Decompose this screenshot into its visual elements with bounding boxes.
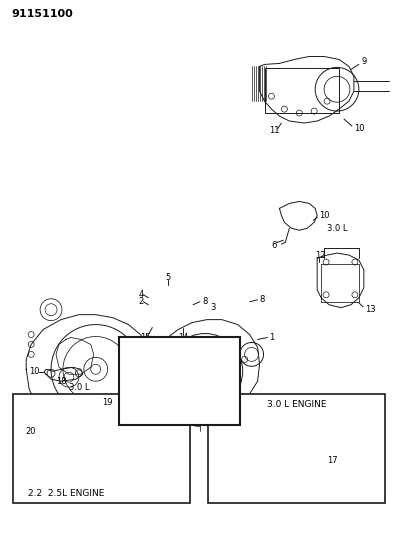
Bar — [265, 68, 339, 113]
Text: 1: 1 — [270, 333, 275, 342]
Text: 3.0 L ENGINE: 3.0 L ENGINE — [267, 400, 326, 408]
Text: 18: 18 — [56, 377, 67, 386]
Text: 2.2  2.5L ENGINE: 2.2 2.5L ENGINE — [28, 489, 105, 498]
Text: 10: 10 — [319, 211, 329, 220]
Bar — [152, 406, 162, 414]
Text: 20: 20 — [25, 427, 36, 437]
Circle shape — [69, 414, 73, 418]
Text: 14: 14 — [178, 333, 188, 342]
Text: 6: 6 — [272, 241, 277, 249]
Text: 4: 4 — [139, 290, 144, 300]
Text: 12: 12 — [315, 251, 326, 260]
Text: 91151100: 91151100 — [11, 9, 73, 19]
Text: 5: 5 — [165, 273, 171, 282]
Text: 8: 8 — [259, 295, 265, 304]
Text: 21: 21 — [128, 358, 139, 367]
Text: 8: 8 — [202, 297, 208, 306]
Text: 9: 9 — [362, 57, 367, 66]
Bar — [321, 264, 359, 302]
Text: 3.0 L: 3.0 L — [327, 224, 348, 233]
Bar — [118, 337, 240, 425]
Text: 11: 11 — [270, 126, 280, 135]
Text: 2: 2 — [139, 297, 144, 306]
Text: 3.0 L: 3.0 L — [69, 383, 89, 392]
Bar — [174, 394, 184, 402]
Text: 10: 10 — [354, 125, 364, 133]
Text: 17: 17 — [327, 456, 338, 465]
Text: 15: 15 — [141, 333, 151, 342]
Text: 3: 3 — [210, 303, 215, 312]
Text: 3: 3 — [181, 341, 187, 350]
Text: 19: 19 — [102, 398, 112, 407]
Bar — [13, 394, 190, 503]
Text: 13: 13 — [365, 305, 375, 314]
Bar — [208, 394, 385, 503]
Text: 16: 16 — [206, 387, 217, 397]
Text: 10: 10 — [29, 367, 40, 376]
